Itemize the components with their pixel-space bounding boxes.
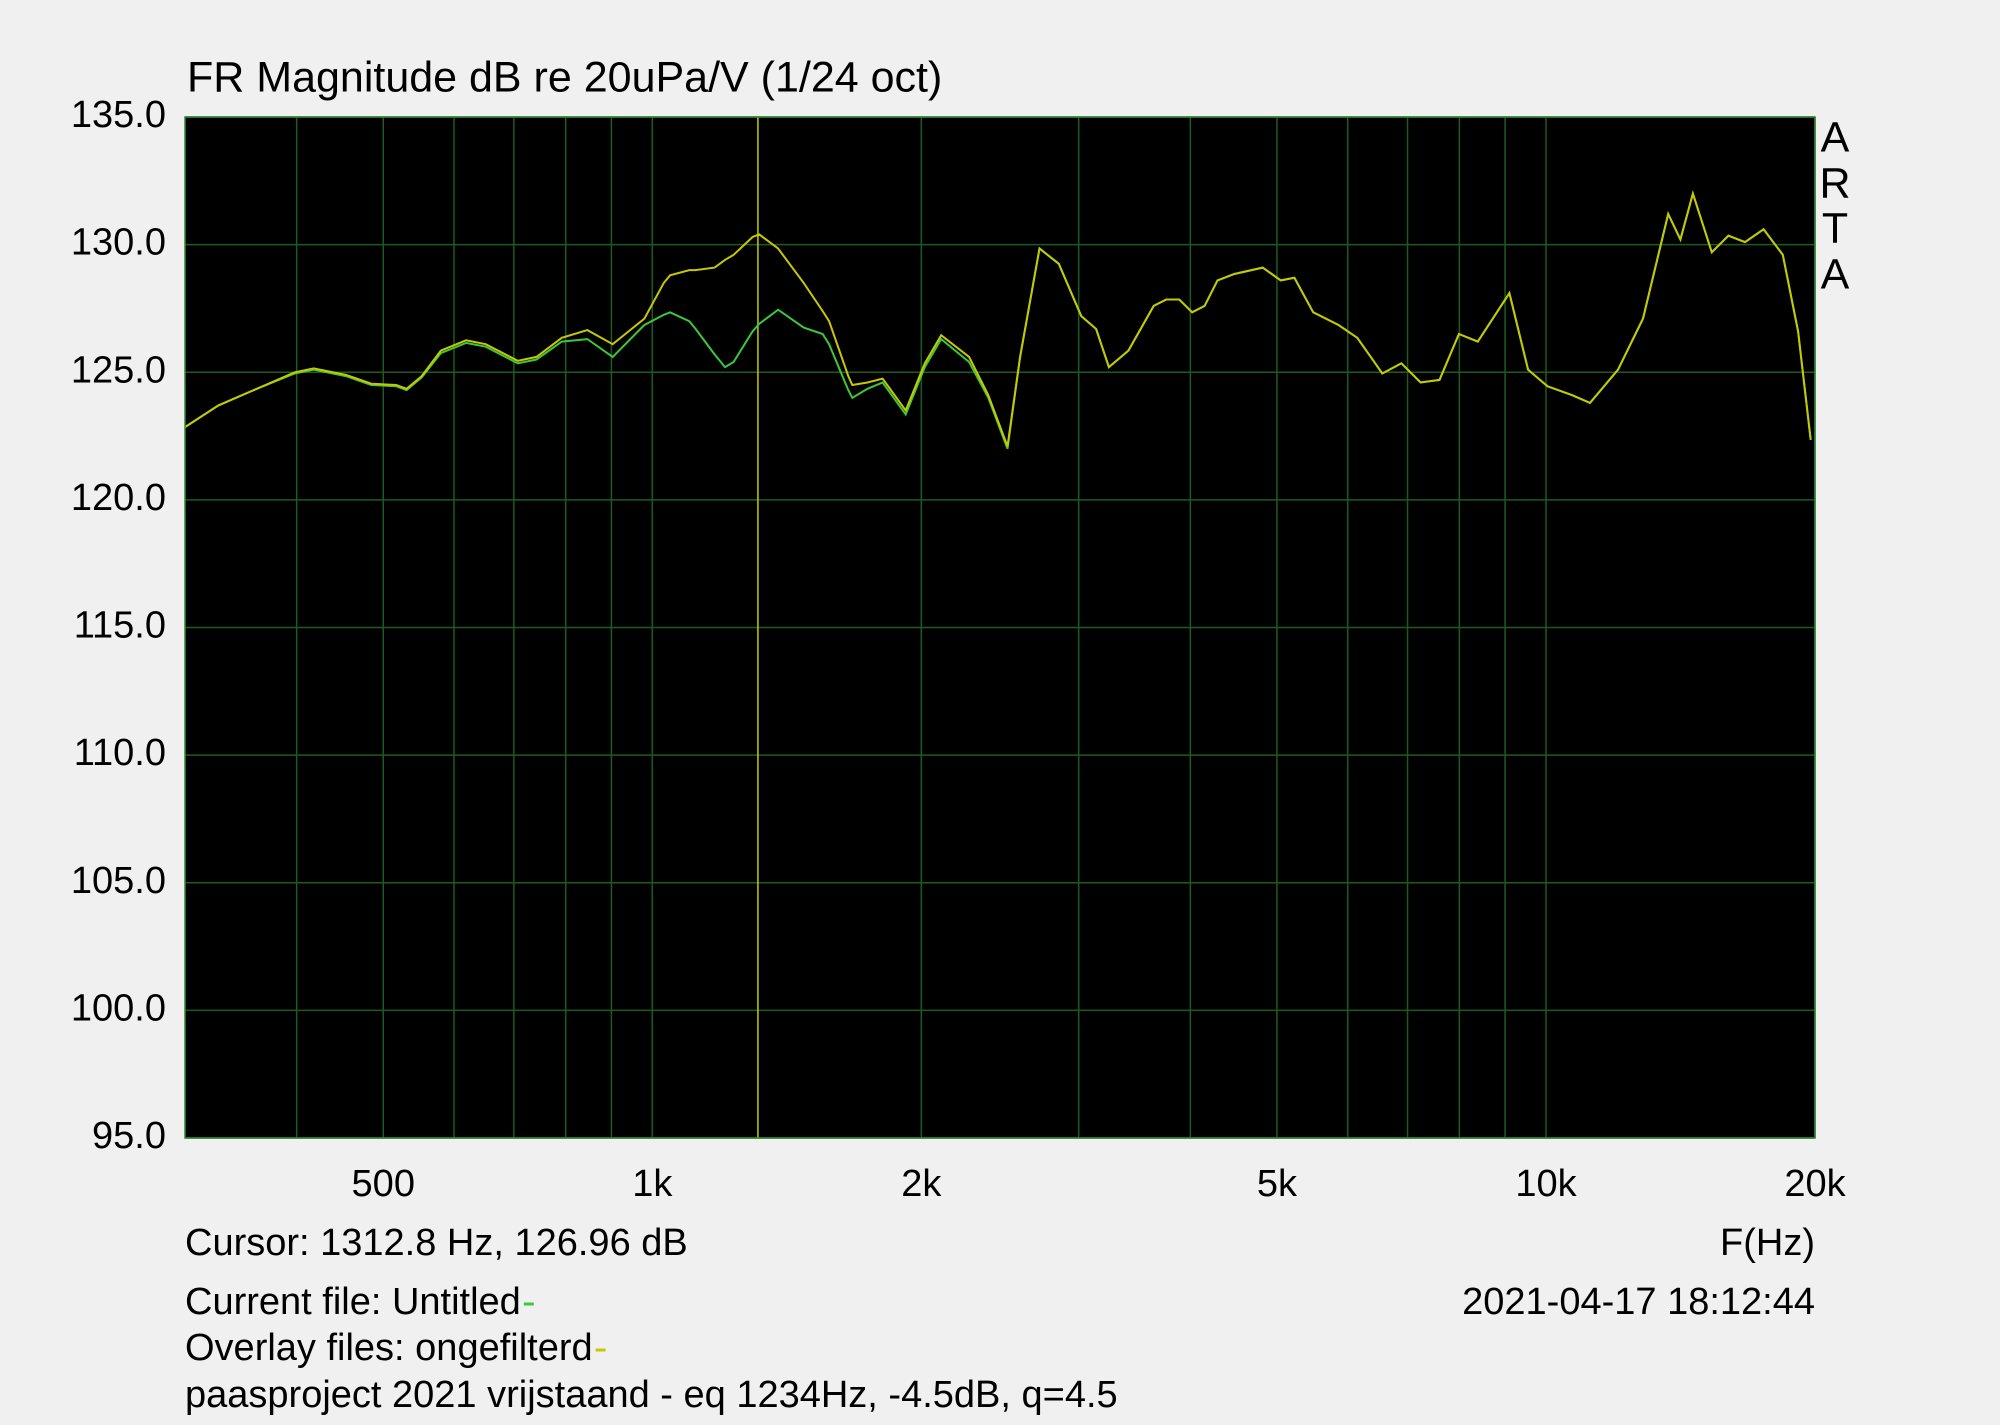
y-tick-label: 105.0 — [71, 860, 166, 902]
curves — [184, 117, 1812, 1138]
note: paasproject 2021 vrijstaand - eq 1234Hz,… — [185, 1374, 1118, 1416]
x-tick-label: 10k — [1515, 1163, 1577, 1205]
y-tick-label: 125.0 — [71, 349, 166, 391]
x-tick-label: 500 — [352, 1163, 415, 1205]
plot-border — [184, 116, 1816, 1139]
fr-curve — [184, 190, 1812, 447]
chart-title: FR Magnitude dB re 20uPa/V (1/24 oct) — [187, 53, 942, 101]
x-tick-label: 20k — [1784, 1163, 1846, 1205]
legend-label: Overlay files: — [185, 1327, 415, 1369]
cursor-readout: Cursor: 1312.8 Hz, 126.96 dB — [185, 1222, 688, 1264]
y-tick-label: 135.0 — [71, 94, 166, 136]
y-tick-label: 95.0 — [92, 1115, 166, 1157]
watermark-letter: T — [1822, 204, 1848, 252]
watermark-letter: A — [1821, 250, 1850, 298]
y-tick-label: 110.0 — [74, 732, 166, 774]
timestamp: 2021-04-17 18:12:44 — [1462, 1281, 1815, 1323]
x-axis-label: F(Hz) — [1720, 1222, 1815, 1264]
y-tick-label: 115.0 — [74, 605, 166, 647]
legend-entry: Current file: Untitled — [185, 1281, 521, 1323]
y-tick-label: 100.0 — [71, 987, 166, 1029]
watermark-letter: A — [1821, 113, 1850, 161]
legend-series-name: ongefilterd — [415, 1327, 592, 1369]
legend-series-name: Untitled — [392, 1281, 521, 1323]
x-tick-label: 2k — [901, 1163, 942, 1205]
grid — [185, 116, 1816, 1139]
legend-entry: Overlay files: ongefilterd — [185, 1327, 593, 1369]
watermark-letter: R — [1819, 159, 1850, 207]
y-tick-label: 120.0 — [71, 477, 166, 519]
x-tick-label: 1k — [632, 1163, 673, 1205]
y-tick-label: 130.0 — [71, 222, 166, 264]
legend-label: Current file: — [185, 1281, 392, 1323]
x-tick-label: 5k — [1257, 1163, 1298, 1205]
